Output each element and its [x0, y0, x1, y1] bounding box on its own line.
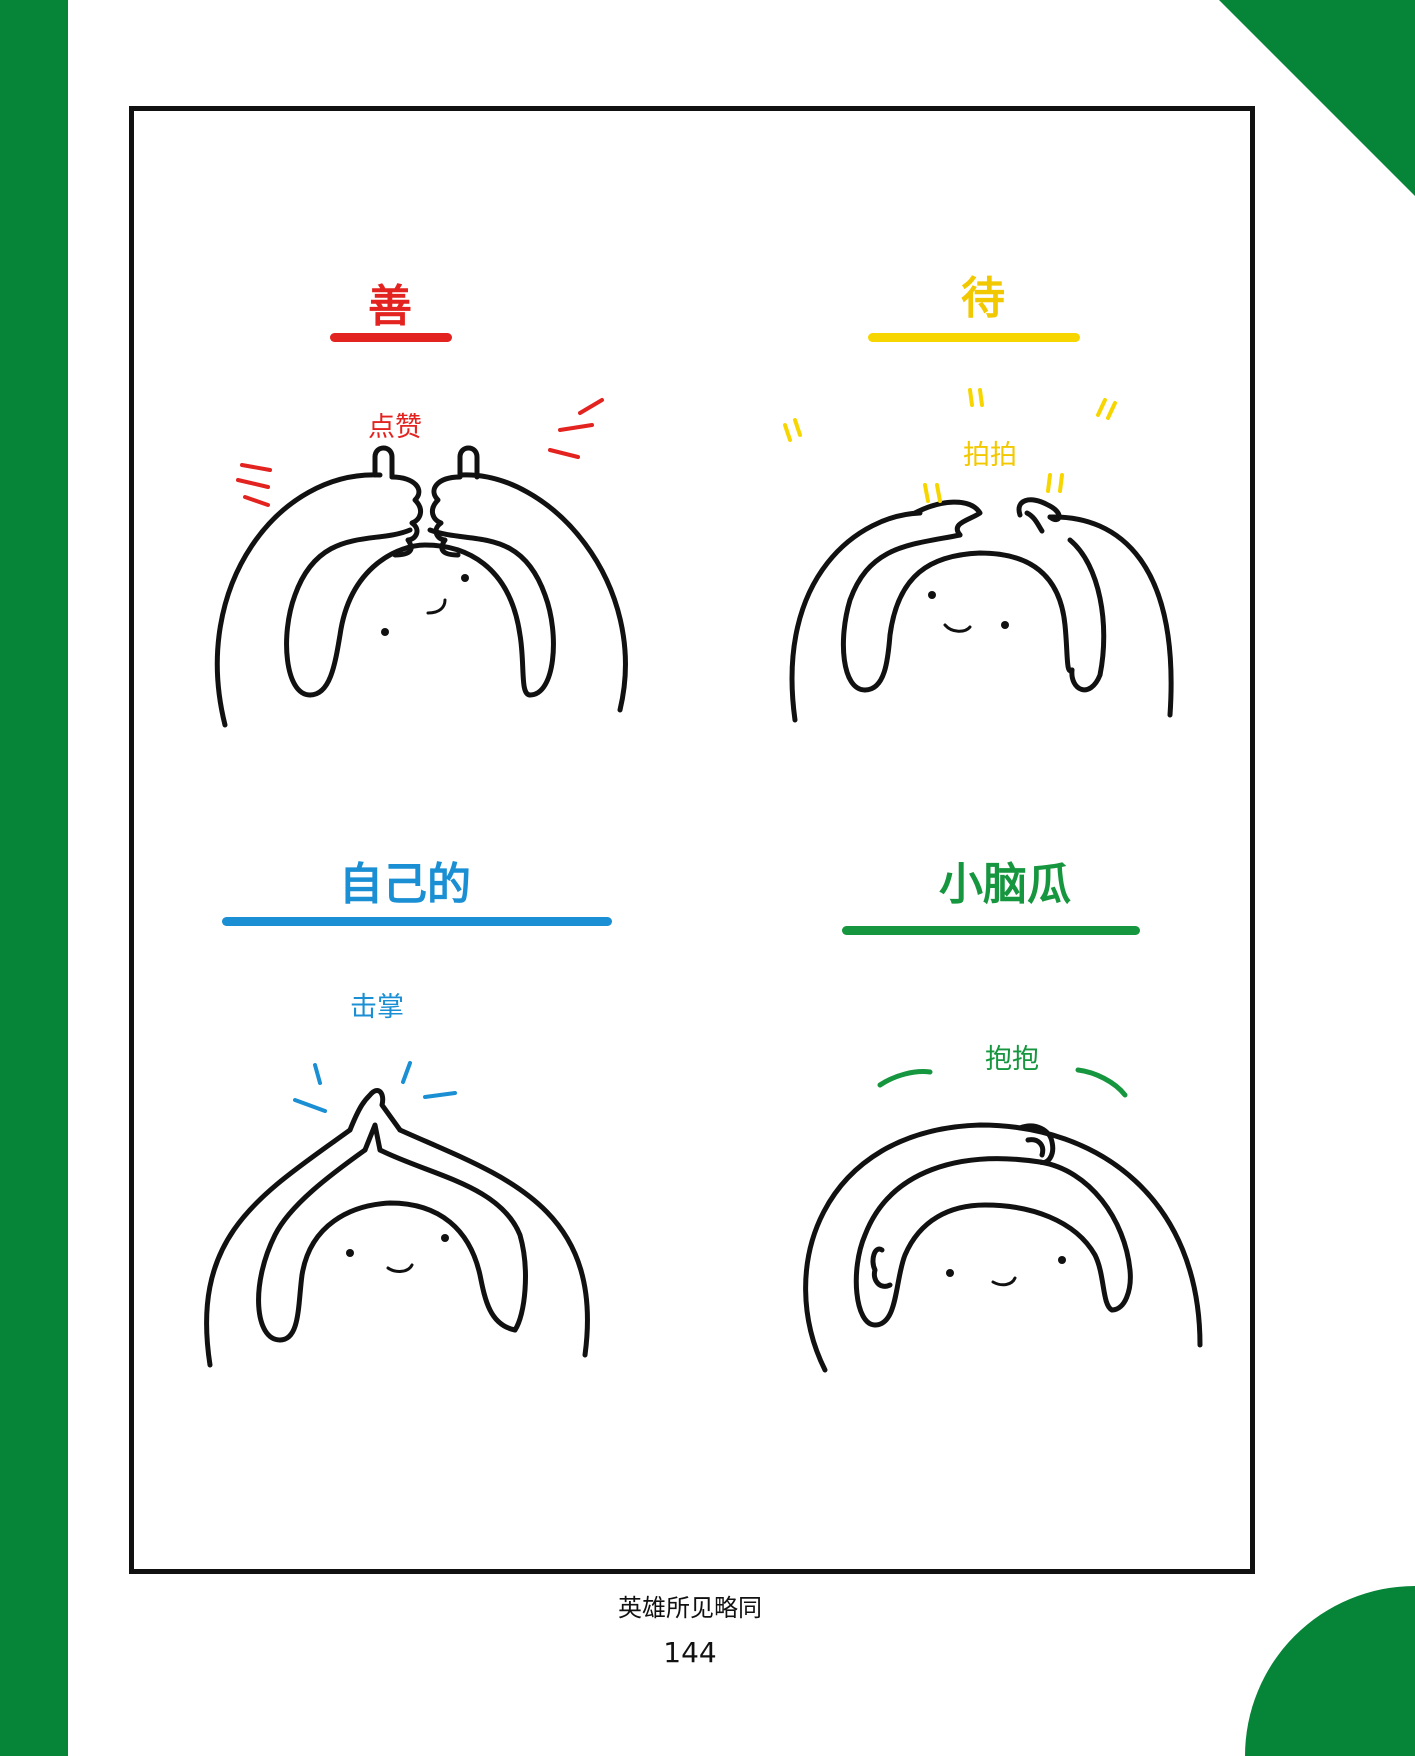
title-underline-1	[330, 333, 452, 342]
panel-title-4: 小脑瓜	[939, 859, 1071, 910]
bottom-right-corner-circle	[1245, 1586, 1415, 1756]
title-underline-4	[842, 926, 1140, 935]
panel-title-2: 待	[961, 273, 1005, 324]
head-hug-figure	[803, 1067, 1203, 1373]
panel-caption-2: 拍拍	[963, 440, 1017, 471]
page-number: 144	[663, 1636, 717, 1669]
title-underline-3	[222, 917, 612, 926]
top-right-corner-triangle	[1219, 0, 1415, 196]
panel-caption-3: 击掌	[350, 992, 404, 1023]
book-title: 英雄所见略同	[618, 1594, 762, 1622]
panel-caption-1: 点赞	[368, 412, 422, 443]
panel-title-1: 善	[368, 281, 412, 332]
illustration-frame	[129, 106, 1255, 1574]
thumbs-up-figure	[214, 398, 628, 728]
panel-caption-4: 抱抱	[985, 1044, 1039, 1075]
left-green-bar	[0, 0, 68, 1756]
panel-title-3: 自己的	[339, 859, 471, 910]
head-pat-figure	[783, 388, 1174, 723]
title-underline-2	[868, 333, 1080, 342]
high-five-figure	[204, 1061, 590, 1368]
